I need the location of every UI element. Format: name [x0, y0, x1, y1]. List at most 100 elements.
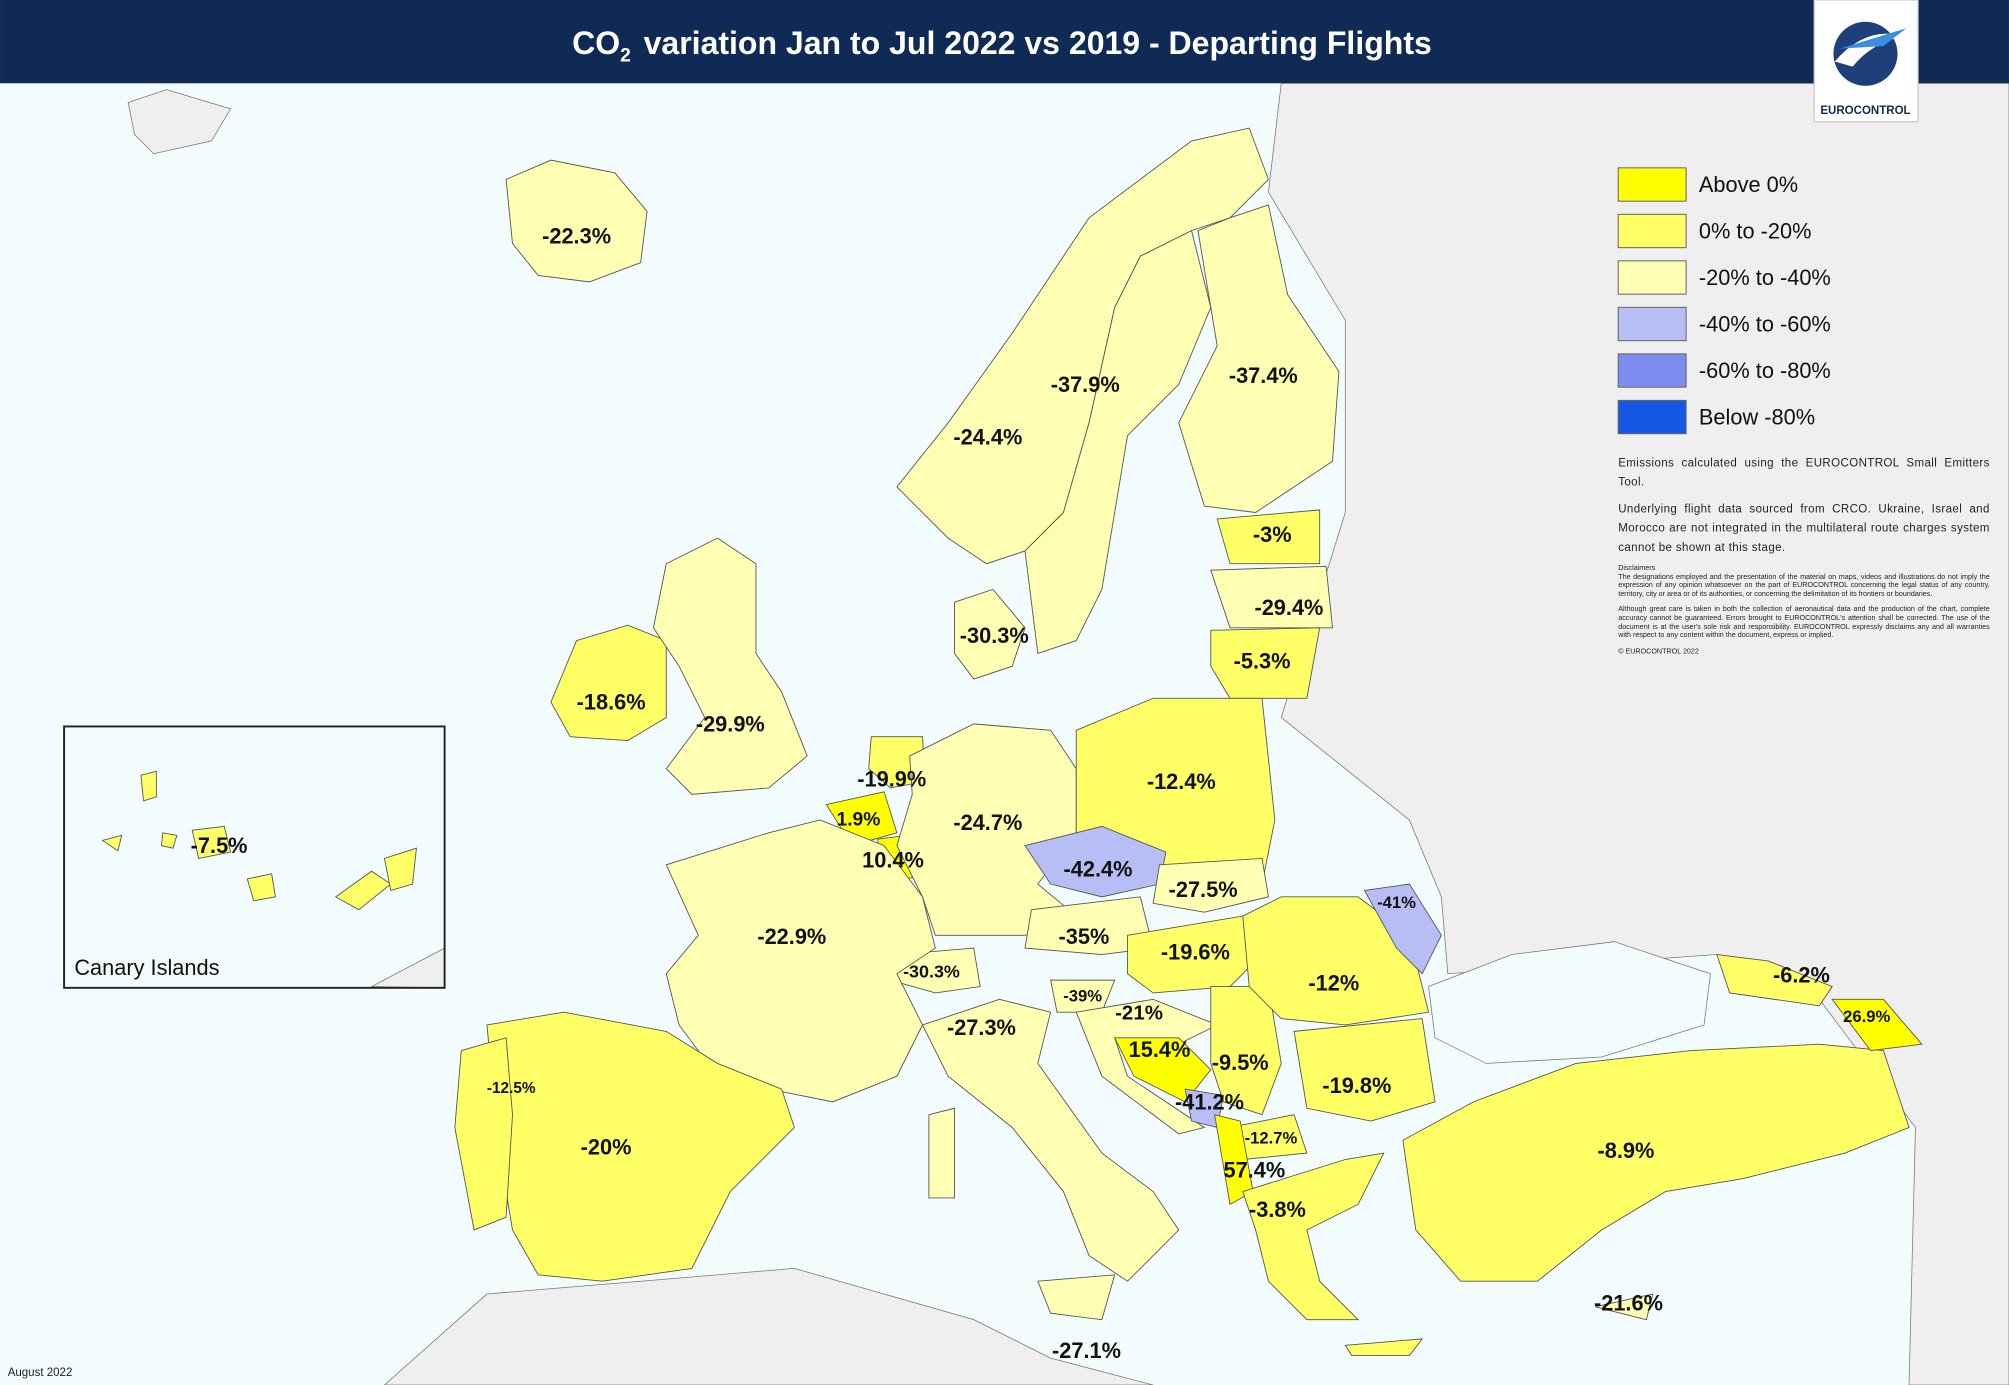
legend-swatch	[1617, 353, 1687, 388]
region-label: -7.5%	[191, 833, 248, 858]
country	[1113, 1037, 1212, 1103]
country	[486, 1011, 795, 1282]
note-source: Underlying flight data sourced from CRCO…	[1618, 502, 1990, 554]
legend-label: Above 0%	[1699, 172, 1798, 197]
country	[1075, 998, 1219, 1135]
region-label: -42.4%	[1064, 856, 1133, 881]
country	[652, 537, 808, 795]
country	[1178, 204, 1340, 513]
region-label: -9.5%	[1212, 1050, 1269, 1075]
country	[1210, 565, 1333, 629]
region-label: -20%	[581, 1134, 632, 1159]
region-label: 1.9%	[837, 809, 881, 830]
legend-swatch	[1617, 213, 1687, 249]
region-label: -12.4%	[1147, 769, 1216, 794]
region-label: 10.4%	[862, 847, 924, 872]
region-label: -19.8%	[1322, 1073, 1391, 1098]
region-label: -24.7%	[953, 810, 1022, 835]
inset-frame	[63, 725, 446, 989]
country	[160, 832, 178, 849]
country	[1344, 1338, 1424, 1356]
region-label: -12%	[1308, 970, 1359, 995]
country	[1831, 998, 1923, 1052]
logo-wing	[1839, 28, 1907, 49]
logo-swoosh	[1834, 33, 1904, 67]
title: CO2 variation Jan to Jul 2022 vs 2019 - D…	[572, 25, 1432, 67]
region-label: -5.3%	[1234, 649, 1291, 674]
country	[1242, 1152, 1385, 1321]
region-label: -27.1%	[1052, 1338, 1121, 1363]
region-label: -37.4%	[1229, 363, 1298, 388]
baltic-gulf	[1127, 294, 1230, 500]
logo-text: EUROCONTROL	[1820, 105, 1910, 117]
copyright: © EUROCONTROL 2022	[1618, 647, 1699, 656]
legend-label: -40% to -60%	[1699, 312, 1831, 337]
region-label: -6.2%	[1773, 963, 1830, 988]
note-tool: Emissions calculated using the EUROCONTR…	[1618, 456, 1990, 489]
country	[246, 873, 277, 902]
region-label: -22.3%	[542, 223, 611, 248]
country	[383, 847, 417, 892]
legend-swatch	[1617, 399, 1687, 435]
region-label: 57.4%	[1223, 1157, 1285, 1182]
inset-label: Canary Islands	[74, 955, 219, 980]
country	[954, 588, 1026, 680]
region-label: -21%	[1115, 1001, 1163, 1024]
other-land	[127, 89, 232, 155]
country	[1216, 509, 1321, 565]
label-layer: -22.3% -37.9% -37.4% -24.4% -3% -29.4% -30.3% -…	[191, 223, 1891, 1363]
region-label: -22.9%	[757, 924, 826, 949]
country	[1595, 1293, 1654, 1321]
title-prefix: CO	[572, 25, 620, 61]
region-label: -3.8%	[1249, 1197, 1306, 1222]
disclaimer-2: Although great care is taken in both the…	[1618, 606, 1990, 640]
disclaimer-1: The designations employed and the presen…	[1618, 573, 1990, 599]
country	[921, 998, 1180, 1282]
country	[1293, 1018, 1436, 1122]
country	[140, 770, 157, 802]
country	[665, 819, 936, 1103]
other-land	[1268, 82, 2009, 1385]
region-label: -18.6%	[577, 690, 646, 715]
country	[1024, 229, 1212, 655]
land-layer	[101, 82, 2009, 1385]
region-label: -29.4%	[1254, 595, 1323, 620]
region-label: -29.9%	[696, 712, 765, 737]
country	[101, 834, 123, 852]
country	[191, 825, 232, 859]
country	[928, 1107, 955, 1199]
title-subscript: 2	[620, 45, 631, 66]
region-label: -30.3%	[960, 623, 1029, 648]
legend-label: -20% to -40%	[1699, 265, 1831, 290]
disclaimer-title: Disclaimers	[1618, 565, 1656, 573]
notes-block: Emissions calculated using the EUROCONTR…	[1618, 454, 1990, 657]
country	[1716, 953, 1833, 1007]
region-label: -41%	[1377, 893, 1416, 912]
region-label: -3%	[1253, 522, 1292, 547]
country	[454, 1037, 513, 1231]
region-label: -19.9%	[857, 767, 926, 792]
region-label: 26.9%	[1843, 1007, 1890, 1026]
country	[1152, 857, 1269, 913]
legend-swatch	[1617, 260, 1687, 295]
country	[505, 159, 648, 283]
region-label: -27.3%	[947, 1015, 1016, 1040]
legend: Above 0% 0% to -20% -20% to -40% -40% to -6…	[1617, 167, 1831, 435]
legend-label: 0% to -20%	[1699, 219, 1812, 244]
header-bar	[0, 0, 2009, 84]
region-label: -12.7%	[1245, 1129, 1298, 1148]
region-label: 15.4%	[1129, 1037, 1191, 1062]
country	[1242, 896, 1430, 1026]
region-label: -12.5%	[487, 1080, 536, 1097]
date-label: August 2022	[8, 1367, 73, 1379]
region-label: -37.9%	[1051, 372, 1120, 397]
legend-swatch	[1617, 167, 1687, 202]
title-text: variation Jan to Jul 2022 vs 2019 - Depa…	[644, 25, 1432, 61]
region-label: -27.5%	[1169, 877, 1238, 902]
country	[1402, 1043, 1910, 1282]
other-land	[383, 1268, 1154, 1385]
country	[1363, 883, 1442, 975]
region-label: -41.2%	[1175, 1089, 1244, 1114]
